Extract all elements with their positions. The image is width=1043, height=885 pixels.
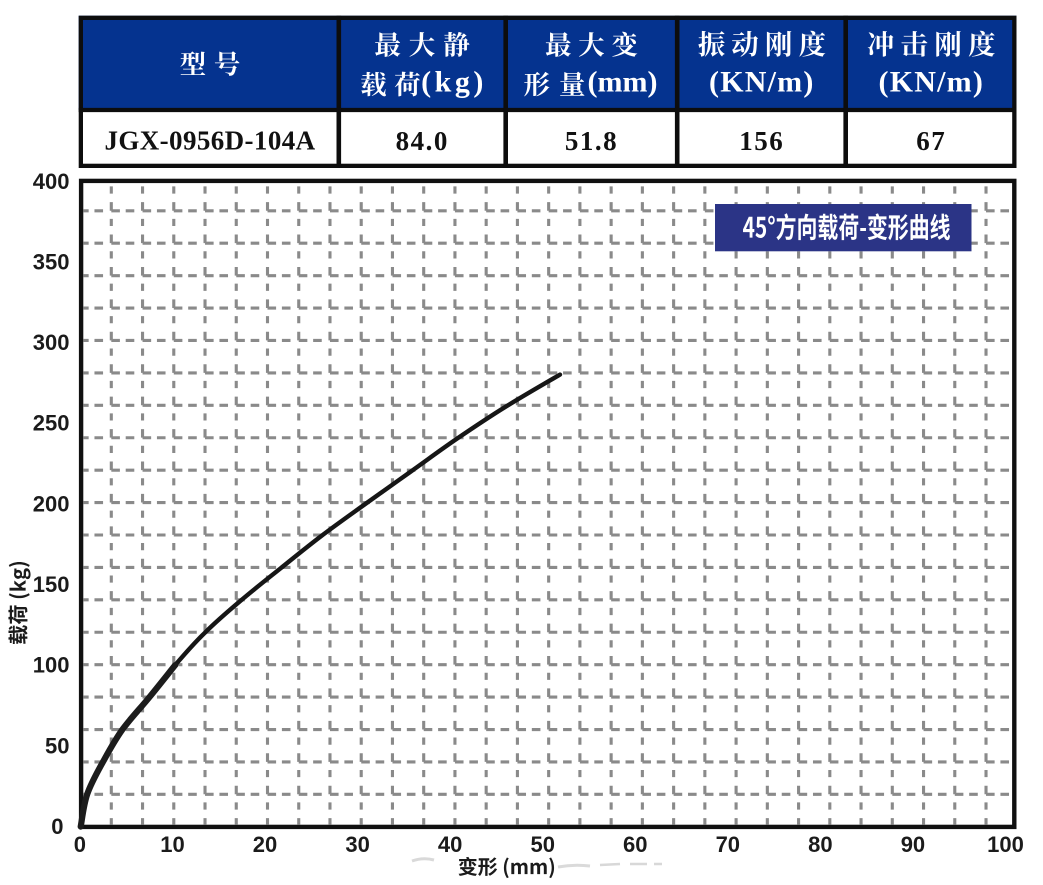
svg-text:100: 100 (33, 653, 70, 678)
svg-text:80: 80 (808, 832, 832, 857)
svg-text:150: 150 (33, 572, 70, 597)
svg-text:(KN/m): (KN/m) (709, 66, 815, 99)
svg-text:84.0: 84.0 (396, 126, 449, 156)
svg-text:0: 0 (74, 832, 86, 857)
svg-text:50: 50 (530, 832, 554, 857)
svg-text:250: 250 (33, 411, 70, 436)
svg-text:100: 100 (987, 832, 1024, 857)
svg-text:(mm): (mm) (588, 66, 658, 99)
svg-text:300: 300 (33, 330, 70, 355)
svg-text:60: 60 (623, 832, 647, 857)
svg-text:(kg): (kg) (421, 66, 487, 99)
svg-text:30: 30 (345, 832, 369, 857)
svg-text:90: 90 (901, 832, 925, 857)
svg-text:0: 0 (51, 814, 63, 839)
svg-text:10: 10 (160, 832, 184, 857)
svg-text:JGX-0956D-104A: JGX-0956D-104A (104, 126, 315, 156)
svg-text:20: 20 (253, 832, 277, 857)
svg-text:67: 67 (916, 126, 946, 156)
svg-text:70: 70 (716, 832, 740, 857)
svg-text:350: 350 (33, 249, 70, 274)
svg-text:156: 156 (739, 126, 784, 156)
svg-text:50: 50 (45, 733, 69, 758)
svg-text:40: 40 (438, 832, 462, 857)
svg-text:400: 400 (33, 169, 70, 194)
svg-text:(KN/m): (KN/m) (879, 66, 985, 99)
svg-text:200: 200 (33, 491, 70, 516)
svg-text:51.8: 51.8 (565, 126, 618, 156)
